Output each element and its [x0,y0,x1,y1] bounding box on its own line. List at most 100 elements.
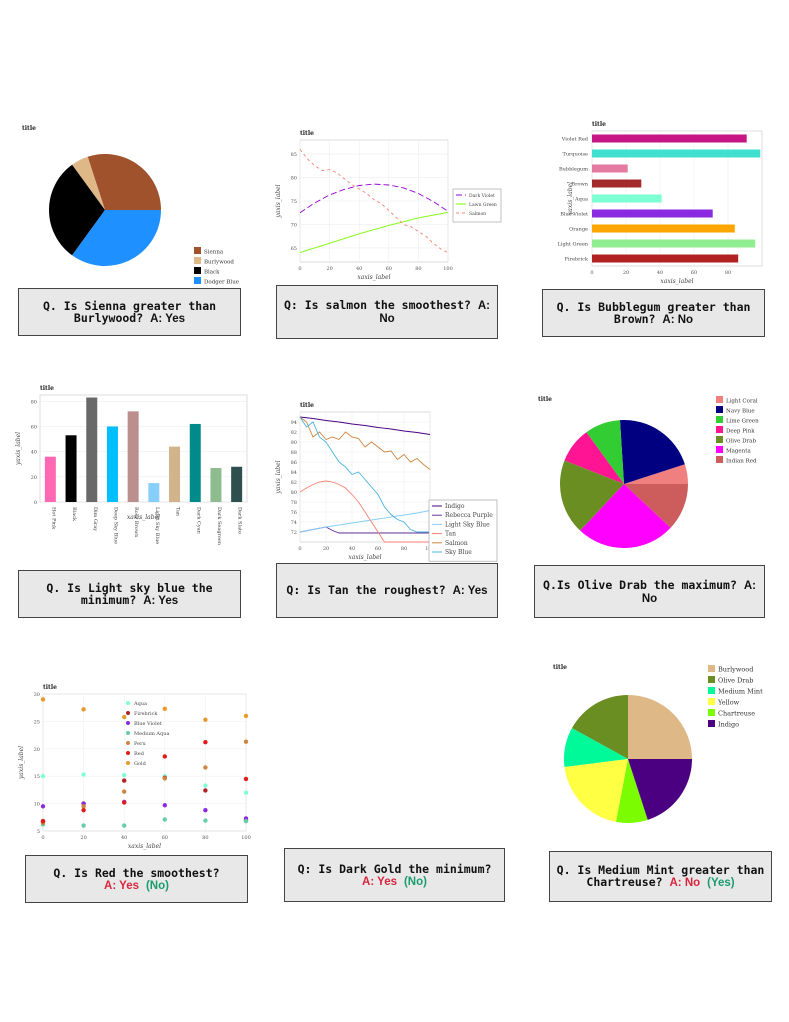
chart-title: title [300,130,314,137]
legend-swatch-dodger-blue [194,277,201,284]
point-medium-aqua [162,817,167,822]
point-aqua [81,772,86,777]
x-tick-label: 20 [80,835,86,841]
bar-aqua [592,194,662,203]
chart-panel-4: title xaxis_label yaxis_label 0 20 40 60 80 Hot … [15,380,250,570]
pie-slice-navy-blue [619,420,685,484]
series-line-salmon [299,416,431,470]
pie-slice-indigo [628,759,692,820]
bar-rosy-brown [127,411,139,502]
legend-swatch-sienna [194,247,201,254]
bar-tan [169,446,181,502]
x-axis-label: xaxis_label [128,843,161,850]
bar-violet-red [592,134,747,143]
legend-label-medium-aqua: Medium Aqua [134,731,169,737]
answer-correction-9: (Yes) [707,877,735,889]
x-tick-label: 0 [298,266,301,272]
answer-text-7: A: Yes [104,879,139,892]
bar-brown [592,179,642,188]
bar-dark-seagreen [210,468,222,502]
point-peru [162,776,167,781]
pie-slice-medium-mint [563,728,628,768]
x-axis-label: xaxis_label [127,514,160,521]
y-tick-label: 74 [291,520,297,526]
y-tick-label: 84 [291,470,297,476]
bar-hot-pink [44,456,56,502]
y-tick-label: 85 [291,152,297,158]
x-axis-label: xaxis_label [348,554,381,561]
x-tick-label: 40 [356,266,362,272]
legend-marker-aqua [126,701,130,705]
bar-dim-gray [86,397,98,502]
bar-blue-violet [592,209,713,218]
legend-label-blue-violet: Blue Violet [134,721,162,727]
x-tick-label: 0 [298,546,301,552]
y-tick-label: 10 [34,802,40,808]
x-tick-label: 20 [623,270,629,276]
x-tick-label: 80 [415,266,421,272]
y-tick-label: 40 [31,450,37,456]
point-red [243,776,249,782]
bar-turquoise [592,149,761,158]
x-tick-label: 80 [202,835,208,841]
bar-orange [592,224,735,233]
question-box-8: Q: Is Dark Gold the minimum? A: Yes (No) [284,848,505,902]
point-gold [162,706,167,711]
question-box-5: Q: Is Tan the roughest? A: Yes [276,563,498,618]
chart-panel-9: title Burlywood Olive Drab Medium Mint Yello… [548,658,778,848]
x-tick-label: 0 [590,270,593,276]
y-tick-label: 15 [34,774,40,780]
x-tick-label: Black [71,507,77,522]
question-text-6: Q.Is Olive Drab the maximum? [543,577,737,592]
bar-dark-cyan [189,423,201,502]
chart-title: title [553,664,567,671]
legend-label-salmon: Salmon [469,211,486,217]
pie-slice-burlywood [628,695,692,759]
hbar-chart-3: title xaxis_label yaxis_label 0 20 40 60 80 Viol… [558,121,763,285]
pie-slice-sienna [87,154,161,210]
legend-label-rebecca-purple: Rebecca Purple [445,512,493,519]
series-line-light-sky-blue [299,510,431,533]
bar-dark-slate [231,466,243,502]
point-gold [81,707,86,712]
pie-slice-yellow [564,759,628,822]
y-tick-label: Light Green [558,242,589,248]
answer-text-3: A: No [662,313,694,326]
y-axis-label: yaxis_label [567,182,574,216]
y-tick-label: Violet Red [561,137,589,143]
x-tick-label: Deep Sky Blue [112,507,118,544]
x-tick-label: Tan [175,507,181,517]
x-tick-label: Dark Cyan [195,507,201,535]
legend-label-peru: Peru [134,741,146,747]
legend-label-indigo: Indigo [718,721,739,729]
line-chart-2: title xaxis_label yaxis_label 0 20 40 60 80 100 6… [275,130,502,281]
y-tick-label: 75 [291,199,297,205]
answer-text-6: A: No [641,579,756,605]
x-tick-label: 40 [657,270,663,276]
question-text-4: Q. Is Light sky blue the minimum? [46,580,213,607]
chart-panel-5: titlexaxis_labelyaxis_label0204060801007… [275,398,501,566]
y-tick-label: Aqua [574,197,588,203]
legend-swatch-indigo [708,720,715,727]
legend-label-black: Black [204,270,220,276]
point-peru [81,804,86,809]
answer-text-1: A: Yes [150,312,186,325]
chart-title: title [300,402,314,409]
y-tick-label: Blue Violet [560,212,588,218]
question-text-5: Q: Is Tan the roughest? [286,583,446,597]
chart-panel-7: title xaxis_label yaxis_label 0 20 40 60 80 100 5… [18,683,251,855]
legend-swatch-chartreuse [708,709,715,716]
series-line-salmon [299,149,449,254]
legend-swatch-lime-green [716,416,723,423]
x-tick-label: 40 [121,835,127,841]
vbar-chart-4: title xaxis_label yaxis_label 0 20 40 60 80 Hot … [15,385,248,546]
x-tick-label: 100 [241,835,251,841]
legend-label-indian-red: Indian Red [726,459,757,465]
y-tick-label: Turquoise [562,152,588,158]
legend-label-light-sky-blue: Light Sky Blue [445,521,490,528]
legend-label-aqua: Aqua [133,701,147,707]
question-text-7: Q. Is Red the smoothest? [53,865,220,880]
pie-slice-olive-drab [559,460,624,531]
x-tick-label: 20 [323,546,329,552]
question-text-3: Q. Is Bubblegum greater than Brown? [556,299,751,326]
